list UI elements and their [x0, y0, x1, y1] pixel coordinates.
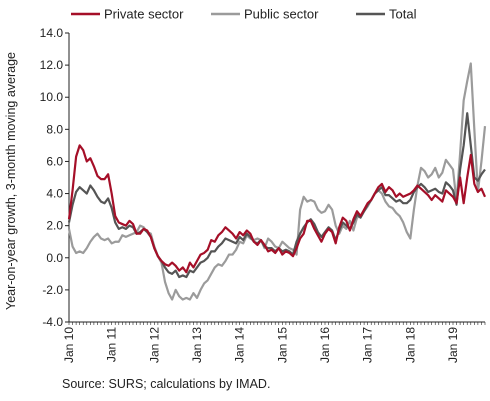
x-tick-label: Jan 19	[446, 327, 460, 363]
x-tick-label: Jan 11	[105, 327, 119, 362]
y-tick-label: 2.0	[46, 219, 63, 233]
x-tick-label: Jan 10	[62, 327, 76, 363]
y-tick-label: 10.0	[40, 90, 64, 104]
series-lines	[67, 62, 487, 301]
y-tick-label: 14.0	[40, 26, 64, 40]
x-tick-label: Jan 17	[361, 327, 375, 363]
x-tick-label: Jan 14	[233, 327, 247, 363]
y-tick-label: 0.0	[46, 251, 63, 265]
x-axis-ticks: Jan 10 Jan 11 Jan 12 Jan 13 Jan 14 Jan 15 Jan …	[62, 322, 490, 363]
y-tick-label: -2.0	[42, 283, 63, 297]
series-line-total	[67, 112, 486, 279]
x-tick-label: Jan 15	[275, 327, 289, 363]
series-line-public-sector	[67, 62, 487, 301]
x-tick-label: Jan 13	[190, 327, 204, 363]
y-tick-label: 8.0	[46, 122, 63, 136]
source-note: Source: SURS; calculations by IMAD.	[62, 377, 271, 391]
y-axis-title: Year-on-year growth, 3-month moving aver…	[4, 52, 18, 310]
legend-label-private-sector: Private sector	[104, 7, 184, 22]
legend-label-public-sector: Public sector	[244, 7, 319, 22]
x-tick-label: Jan 16	[318, 327, 332, 363]
x-tick-label: Jan 20	[489, 327, 490, 363]
y-tick-label: -4.0	[42, 315, 63, 329]
y-tick-label: 6.0	[46, 154, 63, 168]
series-line-private-sector	[67, 144, 487, 274]
chart-legend: Private sector Public sector Total	[71, 7, 417, 22]
y-axis-ticks: 14.0 12.0 10.0 8.0 6.0 4.0 2.0 0.0 -2.0 -4.0	[40, 26, 69, 329]
x-tick-label: Jan 12	[147, 327, 161, 363]
x-tick-label: Jan 18	[403, 327, 417, 363]
y-tick-label: 12.0	[40, 58, 64, 72]
y-tick-label: 4.0	[46, 187, 63, 201]
legend-label-total: Total	[389, 7, 417, 22]
